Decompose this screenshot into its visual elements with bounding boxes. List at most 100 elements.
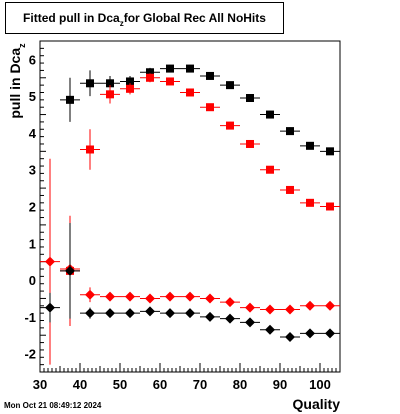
square-marker: [166, 64, 174, 73]
square-marker: [146, 73, 154, 82]
data-point-s1: [120, 83, 140, 95]
x-tick-label: 80: [233, 377, 247, 392]
square-marker: [306, 198, 314, 207]
diamond-marker: [85, 308, 95, 319]
square-marker: [126, 84, 134, 93]
diamond-marker: [305, 300, 315, 311]
x-tick-label: 60: [153, 377, 167, 392]
data-point-s0: [200, 71, 220, 80]
square-marker: [326, 202, 334, 211]
data-point-s3: [240, 317, 260, 328]
data-point-s1: [300, 198, 320, 207]
diamond-marker: [125, 291, 135, 302]
diamond-marker: [125, 308, 135, 319]
data-point-s2: [300, 300, 320, 311]
data-point-s1: [220, 121, 240, 130]
square-marker: [86, 79, 94, 88]
diamond-marker: [145, 293, 155, 304]
data-point-s3: [200, 311, 220, 322]
y-axis-label-main: pull in Dca: [7, 47, 23, 119]
square-marker: [226, 121, 234, 130]
data-point-s2: [140, 293, 160, 304]
diamond-marker: [65, 265, 75, 276]
data-point-s1: [200, 103, 220, 112]
square-marker: [286, 127, 294, 136]
y-tick-label: 2: [29, 200, 36, 215]
data-point-s2: [260, 304, 280, 315]
diamond-marker: [245, 317, 255, 328]
data-point-s3: [140, 306, 160, 317]
data-point-s2: [100, 291, 120, 302]
data-point-s0: [220, 81, 240, 90]
diamond-marker: [165, 291, 175, 302]
data-point-s1: [240, 139, 260, 148]
data-point-s0: [260, 110, 280, 119]
axis-ticks: 30 40 50 60 70 80 90 100 -2 -1 0 1 2 3 4 5 6: [24, 40, 341, 392]
data-point-s2: [160, 291, 180, 302]
data-point-s0: [240, 94, 260, 103]
diamond-marker: [185, 308, 195, 319]
timestamp: Mon Oct 21 08:49:12 2024: [4, 401, 102, 410]
data-point-s0: [280, 127, 300, 136]
diamond-marker: [45, 256, 55, 267]
data-point-s2: [120, 291, 140, 302]
data-point-s3: [300, 328, 320, 339]
y-axis-label-subscript: z: [17, 43, 27, 48]
title-main: Fitted pull in Dca: [23, 11, 120, 25]
data-point-s3: [80, 307, 100, 319]
data-point-s3: [100, 308, 120, 319]
data-point-s2: [240, 302, 260, 313]
diamond-marker: [265, 304, 275, 315]
x-tick-label: 40: [73, 377, 87, 392]
y-tick-label: 4: [29, 126, 37, 141]
diamond-marker: [225, 297, 235, 308]
square-marker: [206, 71, 214, 80]
square-marker: [186, 64, 194, 73]
data-point-s3: [280, 332, 300, 343]
square-marker: [86, 145, 94, 154]
data-point-s0: [60, 77, 80, 122]
diamond-marker: [325, 300, 335, 311]
data-point-s0: [180, 64, 200, 73]
data-point-s1: [160, 77, 180, 86]
square-marker: [246, 94, 254, 103]
data-markers: [40, 64, 340, 365]
data-point-s2: [220, 297, 240, 308]
diamond-marker: [145, 306, 155, 317]
y-tick-label: 1: [29, 236, 36, 251]
x-tick-label: 30: [33, 377, 47, 392]
diamond-marker: [205, 293, 215, 304]
diamond-marker: [325, 328, 335, 339]
square-marker: [246, 139, 254, 148]
data-point-s3: [320, 328, 340, 339]
x-tick-label: 100: [309, 377, 331, 392]
x-tick-label: 90: [273, 377, 287, 392]
data-point-s1: [320, 202, 340, 211]
y-axis-label: pull in Dcaz: [7, 26, 27, 136]
data-point-s3: [160, 308, 180, 319]
square-marker: [206, 103, 214, 112]
data-point-s1: [180, 88, 200, 97]
diamond-marker: [225, 313, 235, 324]
diamond-marker: [265, 324, 275, 335]
data-point-s3: [40, 292, 60, 323]
data-point-s2: [200, 293, 220, 304]
square-marker: [146, 68, 154, 77]
data-point-s2: [180, 291, 200, 302]
data-point-s3: [220, 313, 240, 324]
square-marker: [266, 165, 274, 174]
y-tick-label: 3: [29, 163, 36, 178]
data-point-s3: [120, 308, 140, 319]
y-tick-label: 6: [29, 52, 36, 67]
data-point-s2: [320, 300, 340, 311]
title-rest: for Global Rec All NoHits: [123, 11, 266, 25]
data-point-s3: [60, 223, 80, 319]
square-marker: [66, 95, 74, 104]
data-point-s0: [300, 141, 320, 150]
y-tick-label: 5: [29, 89, 36, 104]
data-point-s1: [100, 85, 120, 104]
data-point-s0: [160, 64, 180, 73]
square-marker: [286, 185, 294, 194]
data-point-s3: [180, 308, 200, 319]
